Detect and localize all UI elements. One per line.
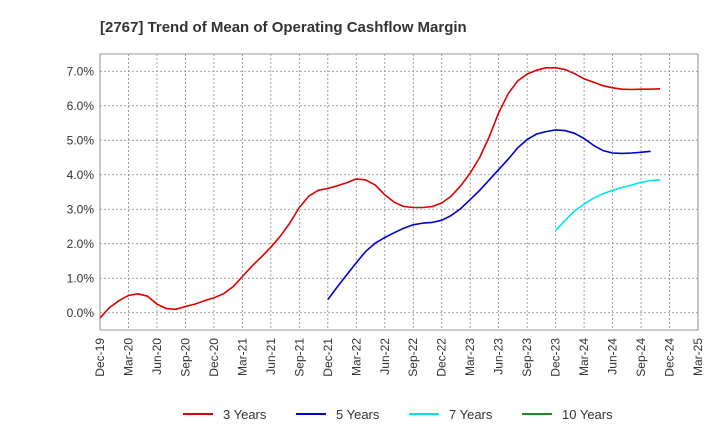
x-tick-label: Sep-22	[406, 338, 420, 377]
y-axis-tick-labels: 0.0% 1.0% 2.0% 3.0% 4.0% 5.0% 6.0% 7.0%	[67, 64, 95, 320]
grid-lines	[99, 54, 699, 330]
x-tick-label: Jun-22	[378, 338, 392, 375]
legend-label: 3 Years	[223, 407, 267, 422]
x-tick-label: Dec-21	[321, 338, 335, 377]
x-tick-label: Sep-20	[178, 338, 192, 377]
series-line-5-years	[327, 129, 651, 301]
x-tick-label: Sep-21	[292, 338, 306, 377]
y-tick-label: 5.0%	[67, 133, 95, 147]
series-lines	[99, 67, 661, 319]
y-tick-label: 3.0%	[67, 202, 95, 216]
legend-label: 5 Years	[336, 407, 380, 422]
x-tick-label: Dec-24	[663, 338, 677, 377]
x-tick-label: Jun-20	[150, 338, 164, 375]
series-line-3-years	[99, 67, 661, 319]
x-tick-label: Dec-20	[207, 338, 221, 377]
y-tick-label: 4.0%	[67, 168, 95, 182]
x-tick-label: Jun-24	[606, 338, 620, 375]
x-tick-label: Jun-23	[492, 338, 506, 375]
x-tick-label: Mar-21	[235, 338, 249, 376]
legend-label: 7 Years	[449, 407, 493, 422]
x-tick-label: Mar-22	[349, 338, 363, 376]
plot-area	[99, 53, 699, 331]
y-tick-label: 7.0%	[67, 64, 95, 78]
x-tick-label: Dec-22	[435, 338, 449, 377]
y-tick-label: 0.0%	[67, 306, 95, 320]
y-tick-label: 1.0%	[67, 271, 95, 285]
x-tick-label: Sep-23	[520, 338, 534, 377]
series-line-7-years	[555, 179, 661, 232]
x-tick-label: Sep-24	[634, 338, 648, 377]
legend-label: 10 Years	[562, 407, 613, 422]
y-tick-label: 6.0%	[67, 99, 95, 113]
x-tick-label: Mar-23	[463, 338, 477, 376]
x-tick-label: Mar-25	[691, 338, 705, 376]
x-tick-label: Dec-19	[93, 338, 107, 377]
x-axis-tick-labels: Dec-19 Mar-20 Jun-20 Sep-20 Dec-20 Mar-21 Jun-…	[93, 338, 705, 377]
chart-title: [2767] Trend of Mean of Operating Cashfl…	[100, 19, 467, 36]
x-tick-label: Mar-24	[577, 338, 591, 376]
legend: 3 Years 5 Years 7 Years 10 Years	[183, 407, 613, 422]
x-tick-label: Jun-21	[264, 338, 278, 375]
y-tick-label: 2.0%	[67, 237, 95, 251]
x-tick-label: Dec-23	[549, 338, 563, 377]
x-tick-label: Mar-20	[121, 338, 135, 376]
